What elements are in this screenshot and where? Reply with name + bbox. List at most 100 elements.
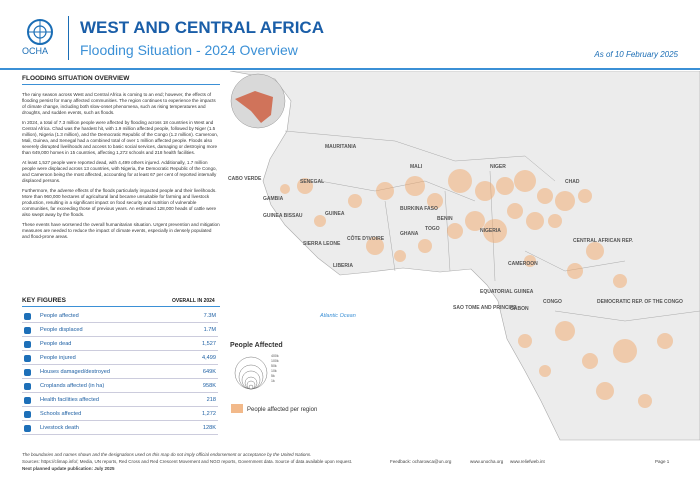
country-label: CÔTE D'IVOIRE [347,234,385,242]
legend-size: 10k [271,369,277,373]
figure-label: Houses damaged/destroyed [40,369,110,375]
bubble [548,214,562,228]
divider [68,16,69,60]
country-label: CAMEROON [508,261,538,267]
country-label: GAMBIA [263,196,284,202]
country-label: GHANA [400,231,419,237]
bubble [427,193,443,209]
country-label: BENIN [437,216,453,222]
figure-label: People injured [40,355,76,361]
sources: Sources: https://climap.info/; Media, UN… [22,459,353,464]
key-figure-row: People affected 7.3M [22,310,218,323]
figure-value: 1.7M [203,327,216,333]
figure-label: People displaced [40,327,83,333]
country-label: BURKINA FASO [400,206,438,212]
bubble [514,170,536,192]
bubble [496,177,514,195]
figure-value: 128K [202,425,216,431]
bubble [537,188,553,204]
figure-label: Schools affected [40,411,82,417]
legend-size: 50k [271,364,277,368]
legend-size: 100k [271,359,279,363]
paragraph: Furthermore, the adverse effects of the … [22,188,217,217]
key-figure-row: Houses damaged/destroyed 649K [22,366,218,379]
key-figure-row: Health facilities affected 218 [22,394,218,407]
country-label: EQUATORIAL GUINEA [480,289,534,295]
figure-label: Croplands affected (in ha) [40,383,105,389]
feedback: Feedback: ocharowca@un.org [390,459,452,464]
legend-swatch [231,404,243,413]
figure-value: 1,527 [202,341,216,347]
bubble [405,176,425,196]
bubble [524,255,536,267]
bubble [448,169,472,193]
icon [24,355,31,362]
key-figure-row: Livestock death 128K [22,422,218,435]
legend-size: 5k [271,374,275,378]
bubble [526,212,544,230]
bubble [578,189,592,203]
next-update: Next planned update publication: July 20… [22,466,115,471]
bubble [613,274,627,288]
subtitle: Flooding Situation - 2024 Overview [80,42,298,58]
figure-label: People dead [40,341,72,347]
bubbles [280,169,673,408]
website: www.unocha.org [470,459,504,464]
title: WEST AND CENTRAL AFRICA [80,18,324,37]
icon [24,327,31,334]
paragraph: The rainy season across West and Central… [22,92,216,115]
bubble [518,334,532,348]
rule [22,84,220,85]
country-label: LIBERIA [333,263,353,269]
figure-value: 649K [202,369,216,375]
ocean-label: Atlantic Ocean [319,313,356,319]
country-label: MALI [410,164,423,170]
bubble [465,211,485,231]
globe-region [235,91,273,123]
key-figure-row: Croplands affected (in ha) 958K [22,380,218,393]
bubble [376,182,394,200]
country-label: NIGERIA [480,228,501,234]
country-label: GUINEA BISSAU [263,213,303,219]
key-figure-row: People displaced 1.7M [22,324,218,337]
country-label: DEMOCRATIC REP. OF THE CONGO [597,299,683,305]
paragraph: At least 1,527 people were reported dead… [22,160,217,183]
country-label: TOGO [425,226,440,232]
country-label: CENTRAL AFRICAN REP. [573,238,634,244]
country-label: SENEGAL [300,179,324,185]
country-label: CHAD [565,179,580,185]
key-figures-title: KEY FIGURES [22,297,66,304]
country-label: SIERRA LEONE [303,241,341,247]
country-label: SAO TOME AND PRINCIPE [453,305,517,311]
rule [22,306,220,307]
icon [24,383,31,390]
page-number: Page 1 [655,459,670,464]
figure-label: Health facilities affected [40,397,99,403]
bubble [475,181,495,201]
bubble [418,239,432,253]
bubble [297,178,313,194]
bubble [447,223,463,239]
logo-text: OCHA [22,46,49,56]
figure-value: 958K [202,383,216,389]
bubble [539,365,551,377]
figure-value: 1,272 [202,411,216,417]
disclaimer: The boundaries and names shown and the d… [22,452,312,457]
key-figure-row: People injured 4,499 [22,352,218,365]
country-label: GUINEA [325,211,345,217]
bubble [314,215,326,227]
legend-label: People affected per region [247,407,317,413]
bubble [348,194,362,208]
country-label: GABON [510,306,529,312]
bubble [366,237,384,255]
icon [24,397,31,404]
date: As of 10 February 2025 [594,50,678,59]
country-label: MAURITANIA [325,144,357,150]
bubble [555,321,575,341]
figure-value: 218 [206,397,216,403]
header-rule [0,68,700,70]
bubble [483,219,507,243]
